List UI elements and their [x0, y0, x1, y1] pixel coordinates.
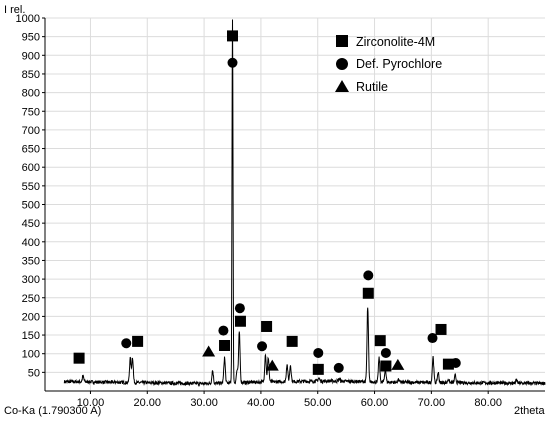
x-tick-label: 50.00: [304, 397, 332, 409]
pyrochlore-marker: [380, 347, 391, 358]
legend-triangle-symbol: [335, 80, 349, 92]
pyrochlore-marker: [218, 325, 229, 336]
zirconolite-marker: [261, 320, 273, 332]
y-tick-label: 400: [22, 237, 40, 249]
pyrochlore-marker: [333, 362, 344, 373]
y-tick-label: 550: [22, 181, 40, 193]
y-tick-label: 450: [22, 218, 40, 230]
x-tick-label: 60.00: [361, 397, 389, 409]
zirconolite-marker: [73, 352, 85, 364]
grid-lines: [45, 17, 545, 391]
legend-square-symbol: [336, 35, 348, 47]
zirconolite-marker: [442, 358, 454, 370]
y-tick-label: 350: [22, 255, 40, 267]
diffraction-pattern-line: [63, 19, 546, 388]
pyrochlore-marker: [227, 57, 238, 68]
legend-label-pyrochlore: Def. Pyrochlore: [356, 57, 442, 71]
x-axis-label: 2theta: [514, 405, 545, 417]
y-tick-label: 750: [22, 106, 40, 118]
x-tick-label: 20.00: [134, 397, 162, 409]
rutile-marker: [202, 345, 216, 357]
y-tick-label: 950: [22, 32, 40, 44]
zirconolite-marker: [227, 30, 238, 42]
source-label: Co-Ka (1.790300 A): [4, 405, 101, 417]
x-tick-label: 10.00: [77, 397, 105, 409]
x-tick-label: 80.00: [474, 397, 502, 409]
x-tick-label: 30.00: [190, 397, 218, 409]
zirconolite-marker: [219, 339, 231, 351]
zirconolite-marker: [435, 323, 447, 335]
x-tick-label: 40.00: [247, 397, 275, 409]
legend-label-rutile: Rutile: [356, 80, 388, 94]
pyrochlore-marker: [450, 358, 461, 369]
y-tick-label: 150: [22, 330, 40, 342]
pyrochlore-marker: [427, 333, 438, 344]
legend-label-zirconolite: Zirconolite-4M: [356, 35, 435, 49]
pyrochlore-marker: [363, 270, 374, 281]
pyrochlore-marker: [257, 341, 268, 352]
y-tick-label: 800: [22, 88, 40, 100]
rutile-marker: [391, 358, 405, 370]
phase-markers: [73, 30, 461, 375]
legend: Zirconolite-4M Def. Pyrochlore Rutile: [335, 35, 442, 94]
pyrochlore-marker: [234, 303, 245, 314]
y-tick-label: 900: [22, 50, 40, 62]
x-tick-label: 70.00: [418, 397, 446, 409]
y-tick-label: 50: [28, 367, 40, 379]
x-ticks: 10.00 20.00 30.00 40.00 50.00 60.00 70.00 80.00: [77, 391, 502, 409]
y-ticks: 50 100 150 200 250 300 350 400 450 500 550 600 650 70…: [16, 13, 45, 379]
y-tick-label: 700: [22, 125, 40, 137]
y-tick-label: 250: [22, 293, 40, 305]
y-tick-label: 1000: [16, 13, 40, 25]
y-tick-label: 200: [22, 311, 40, 323]
zirconolite-marker: [312, 363, 324, 375]
y-tick-label: 300: [22, 274, 40, 286]
rutile-marker: [265, 359, 279, 371]
zirconolite-marker: [234, 315, 246, 327]
legend-circle-symbol: [336, 58, 348, 70]
zirconolite-marker: [380, 360, 392, 372]
y-tick-label: 650: [22, 144, 40, 156]
y-tick-label: 100: [22, 349, 40, 361]
y-axis-label: I rel.: [4, 4, 25, 16]
zirconolite-marker: [286, 335, 298, 347]
zirconolite-marker: [374, 335, 386, 347]
y-tick-label: 600: [22, 162, 40, 174]
y-tick-label: 850: [22, 69, 40, 81]
zirconolite-marker: [362, 287, 374, 299]
zirconolite-marker: [132, 335, 144, 347]
pyrochlore-marker: [121, 338, 132, 349]
y-tick-label: 500: [22, 200, 40, 212]
pyrochlore-marker: [313, 347, 324, 358]
